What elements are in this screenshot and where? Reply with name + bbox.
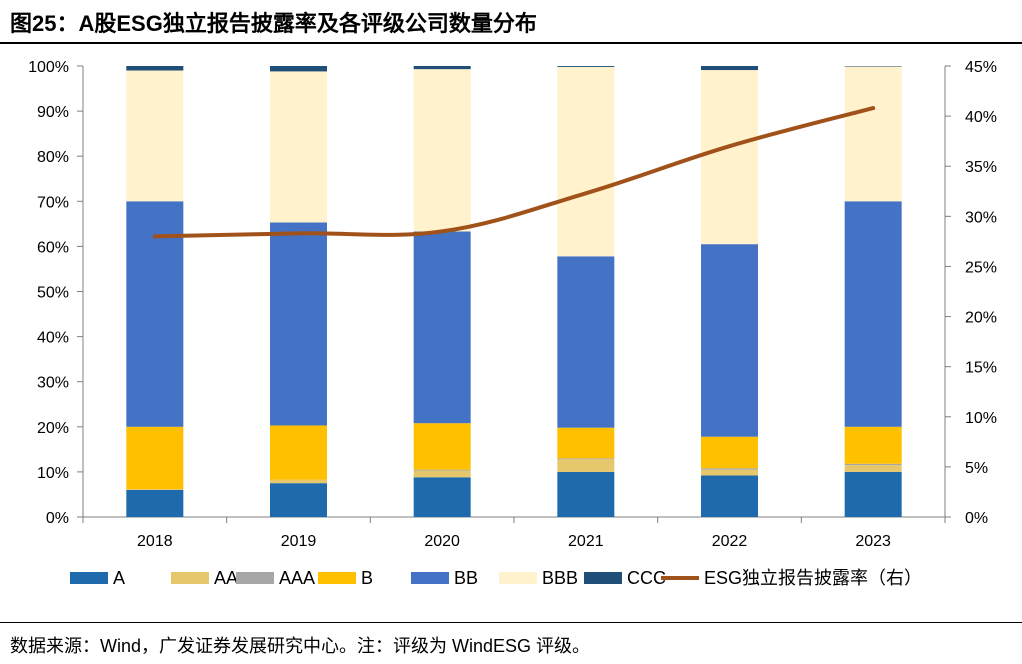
x-axis-tick-label: 2018 xyxy=(137,533,173,550)
bar-bbb-2022 xyxy=(701,70,758,245)
title-divider xyxy=(0,42,1022,44)
legend-swatch-aaa xyxy=(236,572,274,584)
right-axis-tick-label: 5% xyxy=(965,460,988,477)
bar-b-2021 xyxy=(557,427,615,459)
x-axis-tick-label: 2021 xyxy=(568,533,604,550)
bar-b-2022 xyxy=(701,436,758,469)
right-axis-tick-label: 20% xyxy=(965,310,997,327)
bars xyxy=(126,66,902,517)
legend-swatch-ccc xyxy=(584,572,622,584)
left-axis-tick-label: 0% xyxy=(46,510,69,527)
left-axis-tick-label: 70% xyxy=(37,194,69,211)
left-axis-tick-label: 30% xyxy=(37,375,69,392)
legend-label-b: B xyxy=(361,568,373,588)
bar-aa-2018 xyxy=(126,489,184,490)
legend-swatch-bb xyxy=(411,572,449,584)
bar-bb-2019 xyxy=(270,222,327,426)
footer-divider xyxy=(0,622,1022,623)
legend-swatch-aa xyxy=(171,572,209,584)
bar-bb-2020 xyxy=(413,231,471,424)
bar-a-2019 xyxy=(270,483,327,517)
legend-label-a: A xyxy=(113,568,125,588)
bar-ccc-2018 xyxy=(126,66,184,71)
bar-aaa-2020 xyxy=(413,469,471,471)
left-axis-tick-label: 10% xyxy=(37,465,69,482)
bar-bbb-2020 xyxy=(413,69,471,232)
legend-swatch-b xyxy=(318,572,356,584)
x-axis-tick-label: 2020 xyxy=(424,533,460,550)
x-axis-tick-label: 2019 xyxy=(281,533,317,550)
line-series xyxy=(152,106,876,239)
left-axis-tick-label: 80% xyxy=(37,149,69,166)
bar-a-2021 xyxy=(557,471,615,517)
bar-aaa-2023 xyxy=(844,463,902,466)
left-axis-tick-label: 60% xyxy=(37,239,69,256)
bar-ccc-2019 xyxy=(270,66,327,72)
right-axis-tick-label: 45% xyxy=(965,59,997,76)
left-axis-tick-label: 90% xyxy=(37,104,69,121)
legend-label-aaa: AAA xyxy=(279,568,315,588)
legend-label-line: ESG独立报告披露率（右） xyxy=(704,568,922,588)
right-axis-tick-label: 40% xyxy=(965,109,997,126)
right-axis-tick-label: 25% xyxy=(965,259,997,276)
bar-b-2019 xyxy=(270,425,327,480)
right-axis-tick-label: 10% xyxy=(965,410,997,427)
left-axis-tick-label: 50% xyxy=(37,285,69,302)
bar-b-2023 xyxy=(844,426,902,464)
legend-swatch-bbb xyxy=(499,572,537,584)
bar-a-2020 xyxy=(413,477,471,517)
bar-bbb-2021 xyxy=(557,66,615,257)
right-axis-tick-label: 30% xyxy=(965,209,997,226)
legend-label-bb: BB xyxy=(454,568,478,588)
page-title: 图25：A股ESG独立报告披露率及各评级公司数量分布 xyxy=(10,11,537,36)
legend-label-aa: AA xyxy=(214,568,238,588)
legend-label-ccc: CCC xyxy=(627,568,666,588)
bar-bbb-2018 xyxy=(126,70,184,202)
bar-bb-2018 xyxy=(126,201,184,427)
chart: 0% 10% 20% 30% 40% 50% 60% 70% 80% 90% 100% 0% 5% 10%… xyxy=(28,59,997,588)
right-axis-tick-label: 35% xyxy=(965,159,997,176)
source-note: 数据来源：Wind，广发证券发展研究中心。注：评级为 WindESG 评级。 xyxy=(10,636,591,656)
bar-b-2020 xyxy=(413,423,471,470)
legend-swatch-a xyxy=(70,572,108,584)
bar-bb-2022 xyxy=(701,244,758,437)
right-axis-tick-label: 0% xyxy=(965,510,988,527)
esg-disclosure-rate-line xyxy=(152,106,876,239)
bar-aaa-2022 xyxy=(701,468,758,470)
left-axis-tick-label: 40% xyxy=(37,330,69,347)
bar-aa-2021 xyxy=(557,459,615,472)
legend-label-bbb: BBB xyxy=(542,568,578,588)
legend: A AA AAA B BB BBB CCC ESG独立报告披露率（右） xyxy=(70,568,922,588)
left-axis-tick-label: 100% xyxy=(28,59,69,76)
left-axis-tick-label: 20% xyxy=(37,420,69,437)
bar-aa-2019 xyxy=(270,479,327,484)
x-axis-tick-label: 2023 xyxy=(855,533,891,550)
bar-b-2018 xyxy=(126,426,184,490)
bar-bb-2021 xyxy=(557,256,615,428)
bar-aaa-2021 xyxy=(557,458,615,460)
bar-a-2018 xyxy=(126,489,184,517)
bar-aa-2020 xyxy=(413,470,471,478)
x-axis-tick-label: 2022 xyxy=(712,533,748,550)
bar-ccc-2023 xyxy=(844,66,902,67)
bar-aa-2022 xyxy=(701,469,758,476)
bar-a-2023 xyxy=(844,471,902,517)
bar-aa-2023 xyxy=(844,465,902,472)
bar-a-2022 xyxy=(701,475,758,517)
bar-bbb-2019 xyxy=(270,71,327,223)
bar-ccc-2020 xyxy=(413,66,471,70)
bar-bbb-2023 xyxy=(844,66,902,202)
bar-ccc-2021 xyxy=(557,66,615,67)
bar-ccc-2022 xyxy=(701,66,758,71)
right-axis-tick-label: 15% xyxy=(965,360,997,377)
bar-bb-2023 xyxy=(844,201,902,427)
axes: 0% 10% 20% 30% 40% 50% 60% 70% 80% 90% 100% 0% 5% 10%… xyxy=(28,59,997,550)
